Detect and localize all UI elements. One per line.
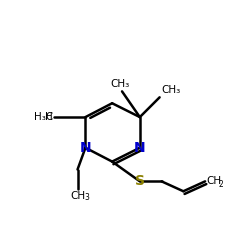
Text: 3: 3 (84, 193, 89, 202)
Text: H: H (45, 112, 53, 122)
Text: CH₃: CH₃ (162, 85, 181, 95)
Text: CH: CH (70, 191, 85, 201)
Text: S: S (135, 174, 145, 188)
Text: H₃C: H₃C (34, 112, 53, 122)
Text: CH: CH (206, 176, 221, 186)
Text: N: N (134, 141, 146, 155)
Text: 2: 2 (219, 180, 224, 189)
Text: CH₃: CH₃ (110, 80, 130, 90)
Text: N: N (80, 141, 91, 155)
